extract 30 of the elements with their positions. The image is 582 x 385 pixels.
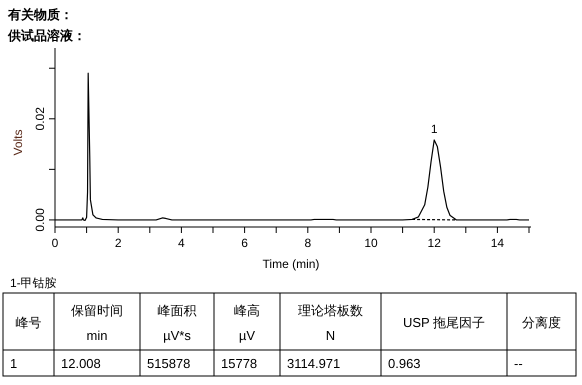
- text: 515878: [147, 356, 190, 371]
- y-tick-label: 0.02: [33, 106, 47, 130]
- text: 峰号: [16, 315, 42, 330]
- x-tick-label: 10: [364, 236, 378, 250]
- x-tick-label: 14: [490, 236, 504, 250]
- x-axis-title: Time (min): [262, 257, 320, 271]
- annotation: 1: [430, 122, 438, 136]
- text: 峰面积 µV*s: [158, 303, 196, 343]
- text: 12.008: [61, 356, 101, 371]
- text: 保留时间 min: [71, 303, 123, 343]
- y-axis-title: Volts: [11, 129, 25, 156]
- x-tick-label: 0: [52, 236, 59, 250]
- x-tick-label: 6: [241, 236, 248, 250]
- text: 理论塔板数 N: [298, 303, 363, 343]
- text: 3114.971: [287, 356, 340, 371]
- x-tick-label: 2: [114, 236, 122, 250]
- y-tick-label: 0.00: [33, 208, 47, 232]
- text: 1: [10, 356, 18, 371]
- x-tick-label: 8: [304, 236, 312, 250]
- text: 1-甲钴胺: [10, 276, 57, 290]
- title: 有关物质：: [8, 7, 73, 22]
- text: 0.963: [388, 356, 421, 371]
- text: 峰高 µV: [234, 303, 260, 343]
- text: --: [514, 356, 523, 371]
- x-tick-label: 4: [178, 236, 186, 250]
- text: 15778: [221, 356, 258, 371]
- x-tick-label: 12: [428, 236, 442, 250]
- subtitle: 供试品溶液：: [8, 28, 86, 43]
- text: USP 拖尾因子: [402, 315, 486, 330]
- text: 分离度: [522, 315, 561, 330]
